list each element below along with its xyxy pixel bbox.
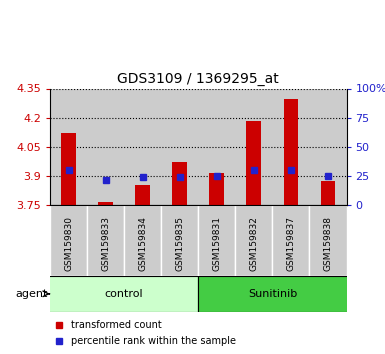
Text: GSM159830: GSM159830: [64, 216, 73, 271]
Text: percentile rank within the sample: percentile rank within the sample: [71, 336, 236, 346]
Text: agent: agent: [16, 289, 48, 299]
FancyBboxPatch shape: [50, 205, 87, 276]
FancyBboxPatch shape: [310, 205, 346, 276]
FancyBboxPatch shape: [124, 205, 161, 276]
Bar: [246, 121, 261, 205]
FancyBboxPatch shape: [198, 205, 235, 276]
FancyBboxPatch shape: [273, 205, 310, 276]
Bar: [161, 88, 198, 205]
Text: Sunitinib: Sunitinib: [248, 289, 297, 299]
Bar: [50, 88, 87, 205]
Bar: [198, 276, 346, 312]
Bar: [98, 202, 113, 205]
Text: GSM159835: GSM159835: [175, 216, 184, 271]
Bar: [50, 276, 198, 312]
Bar: [87, 88, 124, 205]
Bar: [135, 185, 150, 205]
Text: GSM159838: GSM159838: [323, 216, 333, 271]
Bar: [310, 88, 346, 205]
Text: control: control: [105, 289, 144, 299]
Bar: [321, 181, 335, 205]
Bar: [198, 88, 235, 205]
Bar: [235, 88, 273, 205]
Text: transformed count: transformed count: [71, 320, 162, 330]
FancyBboxPatch shape: [87, 205, 124, 276]
Text: GSM159831: GSM159831: [212, 216, 221, 271]
Title: GDS3109 / 1369295_at: GDS3109 / 1369295_at: [117, 72, 279, 86]
Text: GSM159834: GSM159834: [138, 216, 147, 271]
FancyBboxPatch shape: [161, 205, 198, 276]
FancyBboxPatch shape: [235, 205, 273, 276]
Text: GSM159837: GSM159837: [286, 216, 295, 271]
Bar: [124, 88, 161, 205]
Bar: [273, 88, 310, 205]
Bar: [61, 133, 76, 205]
Text: GSM159833: GSM159833: [101, 216, 110, 271]
Text: GSM159832: GSM159832: [249, 216, 258, 271]
Bar: [283, 99, 298, 205]
Bar: [209, 173, 224, 205]
Bar: [172, 161, 187, 205]
